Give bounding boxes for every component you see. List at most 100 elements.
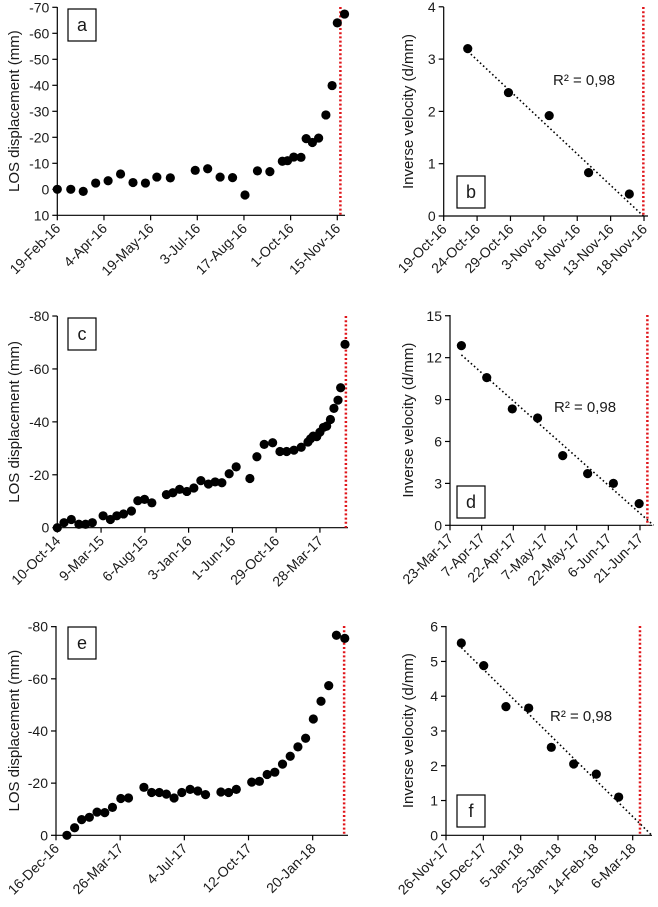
data-point <box>165 173 175 183</box>
data-point <box>254 776 265 786</box>
y-tick-label: -50 <box>29 51 49 67</box>
data-point <box>91 178 101 188</box>
y-tick-label: 6 <box>434 433 442 449</box>
data-point <box>501 702 511 712</box>
data-point <box>174 484 185 494</box>
panel-label-box <box>67 8 97 42</box>
data-point <box>154 787 164 798</box>
data-point <box>331 630 342 640</box>
data-point <box>591 769 601 779</box>
data-point <box>70 823 80 833</box>
y-tick-label: 5 <box>430 653 438 669</box>
data-point <box>59 518 69 528</box>
y-tick-label: -70 <box>29 0 49 15</box>
data-point <box>66 514 76 525</box>
data-point <box>177 787 187 798</box>
data-point <box>84 812 94 822</box>
data-point <box>152 172 162 182</box>
panel-b: 0123419-Oct-1624-Oct-1629-Oct-163-Nov-16… <box>394 0 650 278</box>
data-point <box>77 815 87 825</box>
data-point <box>558 450 568 461</box>
y-tick-label: 2 <box>430 758 438 774</box>
x-tick-label: 20-Jan-18 <box>263 840 319 896</box>
data-point <box>87 518 97 528</box>
data-point <box>503 87 514 98</box>
data-point <box>275 446 285 457</box>
data-point <box>161 789 171 799</box>
panel-label: e <box>77 633 87 653</box>
panel-label: f <box>468 801 474 821</box>
data-point <box>327 80 337 91</box>
x-tick-label: 16-Dec-16 <box>5 840 63 898</box>
data-point <box>196 476 206 486</box>
data-point <box>245 473 255 484</box>
data-point <box>126 506 137 516</box>
y-tick-label: 9 <box>434 392 442 408</box>
data-point <box>456 341 466 351</box>
y-tick-label: 0 <box>42 520 50 536</box>
data-point <box>277 759 288 769</box>
panel-label-box <box>67 317 97 351</box>
y-tick-label: 3 <box>428 51 436 67</box>
data-point <box>139 494 150 504</box>
y-tick-label: 0 <box>42 181 50 197</box>
data-point <box>231 784 241 794</box>
data-point <box>116 793 126 804</box>
r-squared-label: R² = 0,98 <box>553 72 615 89</box>
data-point <box>321 110 331 120</box>
data-point <box>336 383 346 393</box>
data-point <box>100 808 110 818</box>
y-tick-label: 0 <box>430 827 438 843</box>
data-point <box>583 469 593 479</box>
r-squared-label: R² = 0,98 <box>554 399 616 416</box>
data-point <box>123 793 134 803</box>
y-tick-label: 3 <box>430 723 438 739</box>
data-point <box>340 633 350 643</box>
panel-e: -80 -60 -40 -20 016-Dec-16 26-Mar-17 4-Jul-17 1… <box>5 619 350 898</box>
y-tick-label: 4 <box>430 688 438 704</box>
data-point <box>92 807 102 817</box>
data-point <box>189 483 199 493</box>
data-point <box>190 165 200 175</box>
x-tick-label: 9-Mar-15 <box>56 532 108 584</box>
data-point <box>216 787 226 797</box>
y-tick-label: 0 <box>428 208 436 224</box>
data-point <box>314 133 324 143</box>
data-point <box>270 767 280 777</box>
data-point <box>252 452 262 462</box>
data-point <box>614 792 624 802</box>
data-point <box>624 189 634 199</box>
y-tick-label: -20 <box>29 467 49 483</box>
panel-label: b <box>466 182 476 202</box>
data-point <box>325 414 336 425</box>
x-tick-label: 17-Aug-16 <box>193 220 251 278</box>
data-point <box>210 477 220 487</box>
data-point <box>289 445 299 455</box>
data-point <box>524 703 534 713</box>
data-point <box>103 176 113 186</box>
y-tick-label: 4 <box>428 0 436 15</box>
y-tick-label: 15 <box>426 308 442 324</box>
y-tick-label: 1 <box>430 793 438 809</box>
data-point <box>247 777 257 787</box>
y-tick-label: 6 <box>430 619 438 635</box>
data-point <box>224 469 234 479</box>
panel-f: 012345626-Nov-1716-Dec-175-Jan-1825-Jan-… <box>395 619 653 898</box>
data-point <box>296 442 306 452</box>
data-point <box>265 167 275 177</box>
y-tick-label: 0 <box>40 827 48 843</box>
x-tick-label: 19-Feb-16 <box>6 220 63 277</box>
y-tick-label: -60 <box>28 671 48 687</box>
data-point <box>185 784 195 794</box>
y-tick-label: 2 <box>428 103 436 119</box>
data-point <box>262 769 272 780</box>
y-axis-label: LOS displacement (mm) <box>6 30 23 192</box>
panel-label-box <box>67 626 97 660</box>
r-squared-label: R² = 0,98 <box>550 708 612 725</box>
y-tick-label: 1 <box>428 156 436 172</box>
y-tick-label: -30 <box>29 103 49 119</box>
data-point <box>296 152 306 162</box>
data-point <box>569 759 579 769</box>
data-point <box>240 190 250 200</box>
data-point <box>259 439 269 449</box>
